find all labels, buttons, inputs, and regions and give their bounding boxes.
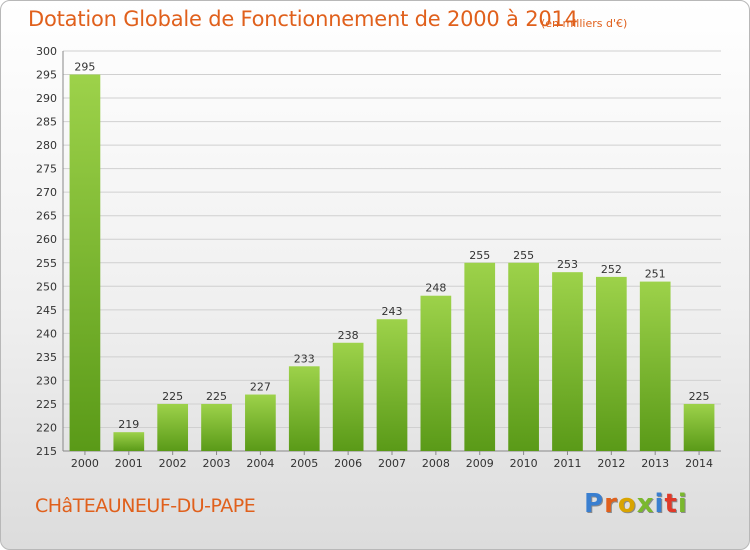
logo-letter: x — [636, 489, 655, 519]
bar-2009[interactable] — [464, 262, 496, 451]
proxiti-logo[interactable]: Proxiti — [584, 489, 688, 519]
logo-letter: t — [664, 489, 678, 519]
chart-title: Dotation Globale de Fonctionnement de 20… — [28, 7, 578, 31]
value-label: 227 — [250, 381, 271, 394]
y-tick-label: 245 — [36, 304, 57, 317]
value-label: 233 — [294, 352, 315, 365]
x-tick-label: 2003 — [203, 457, 231, 470]
y-tick-label: 285 — [36, 116, 57, 129]
x-tick-label: 2014 — [685, 457, 713, 470]
bar-2006[interactable] — [332, 342, 364, 451]
y-tick-label: 225 — [36, 398, 57, 411]
y-tick-label: 295 — [36, 69, 57, 82]
x-tick-label: 2005 — [290, 457, 318, 470]
bar-2004[interactable] — [245, 394, 276, 451]
value-label: 255 — [469, 249, 490, 262]
x-tick-label: 2006 — [334, 457, 362, 470]
x-tick-label: 2002 — [159, 457, 187, 470]
bar-2005[interactable] — [288, 366, 320, 451]
y-tick-label: 220 — [36, 421, 57, 434]
value-label: 248 — [425, 282, 446, 295]
value-label: 255 — [513, 249, 534, 262]
x-tick-label: 2009 — [466, 457, 494, 470]
value-label: 253 — [557, 258, 578, 271]
logo-letter: i — [654, 489, 665, 519]
x-tick-label: 2001 — [115, 457, 143, 470]
logo-letter: o — [617, 489, 637, 519]
y-tick-label: 240 — [36, 327, 57, 340]
bar-2008[interactable] — [420, 295, 452, 451]
bar-2011[interactable] — [552, 272, 583, 451]
value-label: 225 — [689, 390, 710, 403]
value-label: 225 — [206, 390, 227, 403]
labels: 295 2000 219 2001 225 2002 225 2003 227 2004 233 20… — [71, 61, 713, 470]
value-label: 243 — [382, 305, 403, 318]
logo-letter: P — [584, 489, 605, 519]
bars — [69, 74, 715, 451]
x-tick-label: 2008 — [422, 457, 450, 470]
bar-2000[interactable] — [69, 74, 101, 451]
y-tick-label: 280 — [36, 139, 57, 152]
y-tick-label: 270 — [36, 186, 57, 199]
town-name: CHâTEAUNEUF-DU-PAPE — [35, 495, 256, 517]
y-tick-label: 250 — [36, 280, 57, 293]
unit-note: (en milliers d'€) — [541, 17, 628, 30]
bar-2012[interactable] — [595, 276, 627, 451]
bar-2014[interactable] — [683, 403, 715, 451]
logo-letter: i — [677, 489, 688, 519]
y-tick-label: 215 — [36, 445, 57, 458]
y-tick-label: 255 — [36, 257, 57, 270]
y-tick-label: 290 — [36, 92, 57, 105]
x-tick-label: 2010 — [510, 457, 538, 470]
y-tick-label: 300 — [36, 45, 57, 58]
bar-2013[interactable] — [639, 281, 671, 451]
y-tick-label: 260 — [36, 233, 57, 246]
x-tick-label: 2000 — [71, 457, 99, 470]
y-tick-label: 275 — [36, 163, 57, 176]
value-label: 252 — [601, 263, 622, 276]
bar-2001[interactable] — [113, 432, 145, 451]
y-tick-label: 235 — [36, 351, 57, 364]
logo-letter: r — [604, 489, 618, 519]
x-tick-label: 2007 — [378, 457, 406, 470]
y-tick-label: 230 — [36, 374, 57, 387]
x-tick-label: 2011 — [553, 457, 581, 470]
value-label: 251 — [645, 268, 666, 281]
x-tick-label: 2004 — [246, 457, 274, 470]
y-tick-label: 265 — [36, 210, 57, 223]
x-tick-label: 2013 — [641, 457, 669, 470]
x-tick-label: 2012 — [597, 457, 625, 470]
value-label: 238 — [338, 329, 359, 342]
value-label: 295 — [74, 61, 95, 74]
axes: 215 220 225 230 235 240 245 250 255 260 265 270 275 2… — [36, 45, 721, 458]
value-label: 225 — [162, 390, 183, 403]
bar-2010[interactable] — [508, 262, 539, 451]
bar-2007[interactable] — [376, 319, 408, 451]
value-label: 219 — [118, 418, 139, 431]
bar-2002[interactable] — [157, 403, 189, 451]
bar-2003[interactable] — [201, 403, 232, 451]
